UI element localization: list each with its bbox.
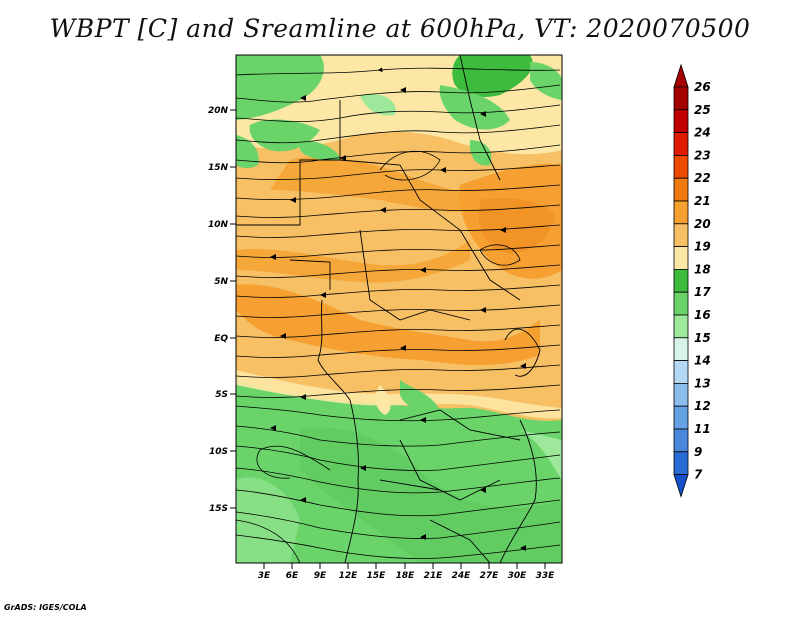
map-frame (235, 54, 563, 564)
colorbar-label: 16 (694, 308, 711, 322)
lon-tick-label: 15E (367, 571, 387, 581)
lat-tick-label: 10S (209, 447, 228, 457)
colorbar-label: 23 (694, 148, 711, 162)
lat-tick-label: 20N (208, 106, 229, 116)
colorbar-label: 24 (694, 126, 711, 140)
latitude-axis: 20N 15N 10N 5N EQ 5S 10S 15S (208, 106, 236, 514)
colorbar-swatch (673, 337, 689, 361)
colorbar-swatch (673, 314, 689, 339)
colorbar-label: 25 (694, 103, 711, 117)
lon-tick-label: 9E (314, 571, 327, 581)
colorbar-max-arrow (673, 63, 689, 88)
credit-text: GrADS: IGES/COLA (4, 603, 87, 612)
colorbar-label: 7 (694, 468, 703, 482)
colorbar-swatch (673, 360, 689, 384)
colorbar-label: 19 (694, 240, 711, 254)
lon-tick-label: 18E (396, 571, 416, 581)
colorbar-label: 14 (694, 354, 711, 368)
colorbar-swatch (673, 291, 689, 316)
colorbar-label: 21 (694, 194, 711, 208)
colorbar-label: 18 (694, 262, 711, 276)
lat-tick-label: 15N (208, 163, 229, 173)
colorbar-label: 26 (694, 80, 711, 94)
lon-tick-label: 6E (286, 571, 299, 581)
lon-tick-label: 12E (339, 571, 359, 581)
lon-tick-label: 27E (480, 571, 500, 581)
colorbar-label: 22 (694, 171, 711, 185)
colorbar-swatch (673, 405, 689, 430)
colorbar-swatch (673, 154, 689, 179)
lon-tick-label: 30E (508, 571, 528, 581)
wbpt-field (236, 55, 562, 563)
lon-tick-label: 21E (424, 571, 444, 581)
lon-tick-label: 3E (258, 571, 271, 581)
colorbar-label: 17 (694, 285, 711, 299)
lat-tick-label: 5N (214, 277, 228, 287)
colorbar-swatch (673, 109, 689, 134)
colorbar-label: 20 (694, 217, 711, 231)
colorbar-label: 11 (694, 422, 711, 436)
colorbar-label: 9 (694, 445, 702, 459)
colorbar-min-arrow (673, 474, 689, 498)
colorbar-swatch (673, 246, 689, 270)
lon-tick-label: 33E (536, 571, 556, 581)
colorbar-swatch (673, 451, 689, 475)
colorbar-swatch (673, 223, 689, 248)
lat-tick-label: EQ (214, 334, 228, 344)
colorbar: 26 25 24 23 22 21 20 19 18 17 16 15 14 13 12 11 9 7 (673, 63, 711, 498)
colorbar-swatch (673, 200, 689, 225)
lat-tick-label: 10N (208, 220, 229, 230)
lat-tick-label: 5S (215, 390, 228, 400)
longitude-axis: 3E 6E 9E 12E 15E 18E 21E 24E 27E 30E 33E (258, 563, 555, 581)
colorbar-swatch (673, 132, 689, 156)
colorbar-label: 15 (694, 331, 711, 345)
colorbar-swatch (673, 428, 689, 453)
lat-tick-label: 15S (209, 504, 228, 514)
country-borders (236, 55, 541, 563)
colorbar-label: 13 (694, 376, 711, 390)
lon-tick-label: 24E (452, 571, 472, 581)
colorbar-swatch (673, 268, 689, 293)
colorbar-swatch (673, 86, 689, 111)
colorbar-label: 12 (694, 399, 711, 413)
streamline-arrows (270, 87, 526, 551)
map-title: WBPT [C] and Sreamline at 600hPa, VT: 20… (49, 14, 751, 43)
colorbar-swatch (673, 382, 689, 407)
colorbar-swatch (673, 177, 689, 202)
